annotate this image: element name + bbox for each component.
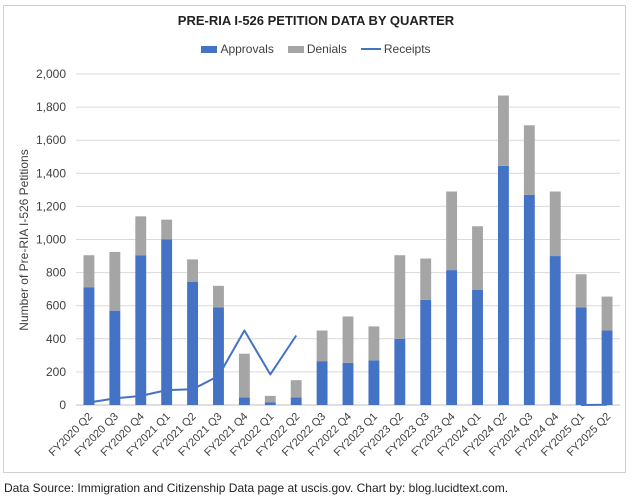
bar-denials (472, 226, 483, 290)
bar-approvals (83, 287, 95, 405)
bar-approvals (187, 281, 199, 405)
bar-approvals (135, 255, 147, 405)
bar-denials (290, 380, 302, 398)
bar-denials (316, 330, 328, 362)
bar-approvals (316, 361, 328, 405)
y-tick-label: 1,800 (36, 100, 66, 114)
y-tick-label: 600 (46, 299, 66, 313)
y-tick-label: 800 (46, 266, 66, 280)
bar-denials (601, 296, 613, 331)
bar-denials (264, 395, 276, 403)
legend-label-receipts: Receipts (383, 42, 431, 56)
bar-denials (394, 255, 406, 339)
bar-denials (238, 353, 250, 398)
bar-denials (446, 191, 458, 271)
bar-approvals (368, 360, 380, 405)
bar-approvals (549, 256, 561, 405)
legend-item-receipts: Receipts (360, 42, 431, 56)
legend-item-approvals: Approvals (201, 42, 274, 56)
y-tick-label: 1,600 (36, 133, 66, 147)
y-tick-label: 1,200 (36, 199, 66, 213)
bar-approvals (523, 194, 535, 405)
y-tick-label: 1,400 (36, 166, 66, 180)
bar-approvals (342, 362, 354, 405)
bar-approvals (497, 165, 509, 405)
y-tick-label: 1,000 (36, 233, 66, 247)
y-tick-label: 400 (46, 332, 66, 346)
bar-denials (523, 125, 535, 195)
bar-denials (83, 255, 95, 288)
bar-approvals (109, 310, 121, 405)
bar-denials (109, 251, 121, 311)
bar-approvals (238, 397, 250, 405)
bar-denials (549, 191, 561, 257)
bar-denials (342, 316, 354, 363)
bar-denials (497, 95, 509, 166)
bar-approvals (575, 307, 587, 405)
bar-denials (575, 274, 587, 308)
legend-item-denials: Denials (287, 42, 347, 56)
line-receipts (88, 329, 298, 404)
bar-denials (135, 216, 147, 256)
bar-denials (161, 219, 173, 240)
bar-denials (420, 258, 432, 300)
bar-approvals (394, 338, 406, 405)
y-tick-label: 200 (46, 365, 66, 379)
legend-swatch-receipts (360, 48, 381, 50)
bar-denials (368, 326, 380, 361)
legend-label-denials: Denials (306, 42, 347, 56)
plot-area: 0 200 400 600 800 1,000 1,200 1,400 1,600 1,800 2,… (36, 67, 620, 459)
bar-approvals (420, 299, 432, 405)
legend-swatch-approvals (201, 45, 218, 53)
legend-swatch-denials (287, 45, 304, 53)
bar-approvals (213, 307, 224, 405)
y-tick-label: 0 (59, 398, 66, 412)
chart-title: PRE-RIA I-526 PETITION DATA BY QUARTER (177, 13, 455, 28)
y-tick-label: 2,000 (36, 67, 66, 81)
bar-approvals (290, 397, 302, 405)
bar-approvals (446, 270, 458, 405)
bar-approvals (161, 239, 173, 405)
bar-approvals (601, 330, 613, 405)
chart-legend: Approvals Denials Receipts (0, 42, 632, 56)
chart-frame (3, 5, 626, 473)
bar-denials (187, 259, 199, 282)
data-source-footer: Data Source: Immigration and Citizenship… (4, 481, 509, 495)
bar-approvals (264, 402, 276, 405)
bar-approvals (472, 289, 483, 405)
legend-label-approvals: Approvals (220, 42, 274, 56)
bar-denials (213, 285, 224, 308)
